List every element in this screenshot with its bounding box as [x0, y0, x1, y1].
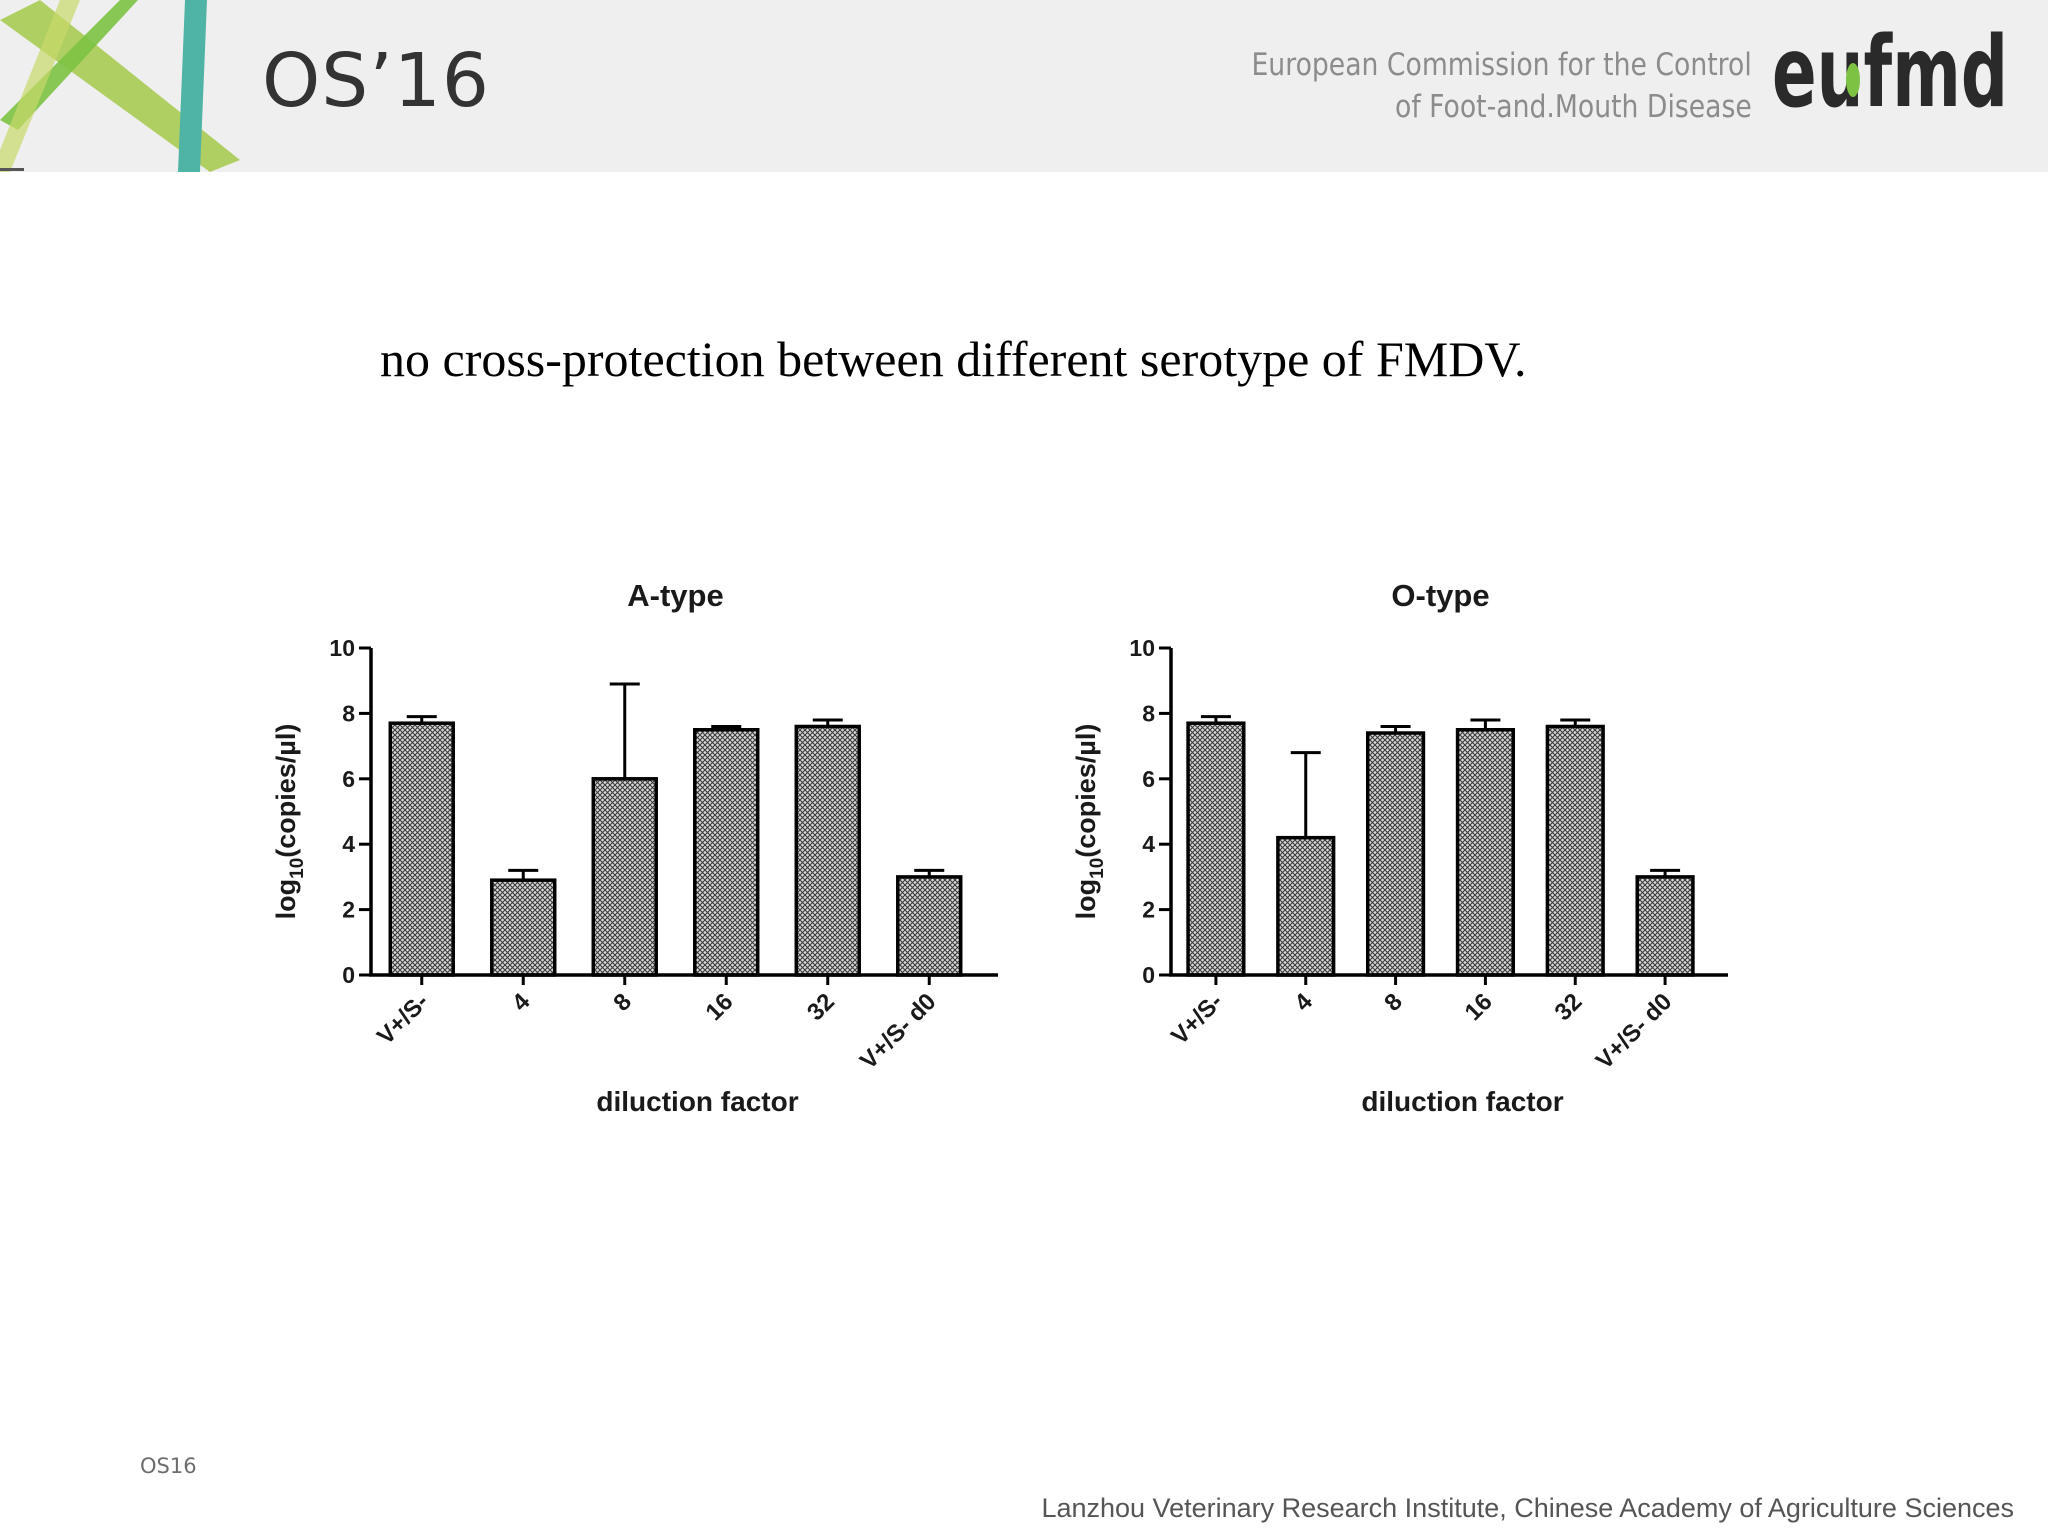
x-tick-label: 8 — [1379, 988, 1408, 1017]
bar — [794, 724, 861, 977]
x-tick-label: 32 — [1550, 988, 1588, 1026]
slide-header: OS’16 European Commission for the Contro… — [0, 0, 2048, 172]
x-axis-label: diluction factor — [1361, 1086, 1563, 1117]
y-axis-label: log10(copies/µl) — [271, 724, 308, 920]
x-axis-label: diluction factor — [596, 1086, 798, 1117]
o-type-chart: O-type V+/S- 4 8 16 32 V+/S- d0 0 2 4 6 8 10 log10(co… — [1055, 560, 1815, 1145]
x-tick-label: 4 — [1289, 988, 1318, 1017]
a-type-chart: A-type V+/S- 4 8 16 32 V+/S- d0 0 2 4 6 8 10 log10(co… — [255, 560, 1015, 1145]
x-tick-label: 16 — [701, 988, 739, 1026]
bar — [1545, 724, 1605, 977]
x-tick-label: 16 — [1460, 988, 1498, 1026]
y-tick-label: 0 — [342, 962, 355, 988]
y-tick-label: 4 — [342, 831, 355, 857]
y-tick-label: 4 — [1142, 831, 1155, 857]
bar — [1365, 731, 1426, 977]
chart-title: O-type — [1391, 578, 1489, 613]
y-axis-label-subscript: 10 — [287, 858, 308, 879]
y-tick-label: 8 — [342, 700, 355, 726]
bar — [1635, 875, 1695, 977]
decorative-stripes-graphic — [0, 0, 240, 172]
y-axis-label-main: log — [271, 879, 301, 920]
y-tick-label: 2 — [1142, 897, 1155, 923]
conference-title: OS’16 — [262, 38, 490, 124]
chart-title: A-type — [627, 578, 723, 613]
y-tick-label: 8 — [1142, 700, 1155, 726]
bar — [896, 875, 963, 977]
commission-line-2: of Foot-and.Mouth Disease — [1395, 89, 1752, 125]
x-tick-label: V+/S- — [372, 988, 434, 1050]
bar — [591, 777, 658, 977]
x-tick-label: V+/S- — [1166, 988, 1228, 1050]
footer-label: OS16 — [140, 1454, 197, 1478]
x-tick-label: 4 — [507, 988, 536, 1017]
y-axis-label-main: log — [1071, 879, 1101, 920]
y-axis-label-unit: (copies/µl) — [1071, 724, 1101, 858]
leaf-icon — [1846, 63, 1860, 97]
x-tick-label: V+/S- d0 — [1591, 988, 1678, 1075]
bar — [693, 728, 760, 977]
commission-line-1: European Commission for the Control — [1251, 47, 1752, 83]
bar — [490, 878, 557, 977]
bar — [1186, 721, 1246, 977]
y-tick-label: 10 — [329, 635, 355, 661]
y-axis-label: log10(copies/µl) — [1071, 724, 1108, 920]
commission-name: European Commission for the Control of F… — [1252, 44, 1752, 128]
y-axis-label-unit: (copies/µl) — [271, 724, 301, 858]
footer-institution: Lanzhou Veterinary Research Institute, C… — [1041, 1493, 2014, 1523]
x-tick-label: 32 — [802, 988, 840, 1026]
y-axis-label-subscript: 10 — [1087, 858, 1108, 879]
y-tick-label: 10 — [1129, 635, 1155, 661]
x-tick-label: V+/S- d0 — [855, 988, 942, 1075]
y-tick-label: 0 — [1142, 962, 1155, 988]
bar — [1276, 835, 1336, 977]
eufmd-logo-text: eufmd — [1772, 18, 2008, 128]
y-tick-label: 6 — [342, 766, 355, 792]
x-tick-label: 8 — [608, 988, 637, 1017]
bar — [1455, 728, 1516, 977]
bar — [388, 721, 455, 977]
y-tick-label: 2 — [342, 897, 355, 923]
eufmd-logo: eufmd — [1772, 18, 2008, 128]
slide-heading: no cross-protection between different se… — [380, 331, 1527, 387]
y-tick-label: 6 — [1142, 766, 1155, 792]
